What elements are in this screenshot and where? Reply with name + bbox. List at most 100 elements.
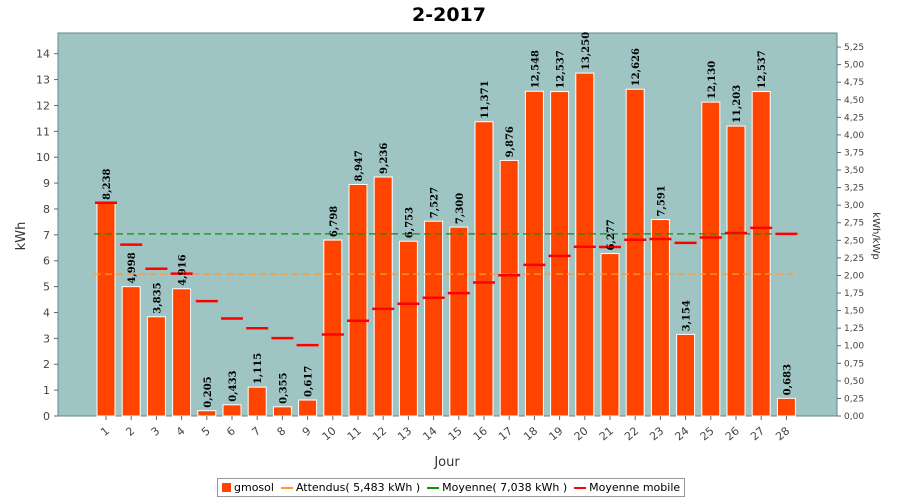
legend-label: gmosol <box>234 481 274 494</box>
bar-gmosol <box>751 91 771 417</box>
data-label: 7,591 <box>656 185 667 216</box>
data-label: 0,683 <box>782 364 793 395</box>
y2-tick-label: 4,00 <box>844 131 864 141</box>
bar-gmosol <box>398 240 418 417</box>
x-tick-label: 10 <box>320 424 339 443</box>
data-label: 3,835 <box>152 282 163 313</box>
legend-swatch-line <box>427 486 440 489</box>
legend-label: Moyenne mobile <box>589 481 681 494</box>
bar-gmosol <box>449 226 469 417</box>
y2-tick-label: 0,00 <box>844 412 864 422</box>
x-tick-label: 11 <box>345 424 364 443</box>
x-tick-label: 15 <box>446 424 465 443</box>
data-label: 12,130 <box>707 61 718 99</box>
y-tick-label: 10 <box>36 151 50 164</box>
y-tick-label: 7 <box>43 229 50 242</box>
y2-tick-label: 3,50 <box>844 166 864 176</box>
y2-tick-label: 4,50 <box>844 96 864 106</box>
y2-tick-label: 4,75 <box>844 78 864 88</box>
y2-tick-label: 0,25 <box>844 394 864 404</box>
x-tick-label: 4 <box>174 424 188 438</box>
legend-item-moyenne-mobile: Moyenne mobile <box>574 481 680 494</box>
bar-gmosol <box>650 219 670 417</box>
y-tick-label: 5 <box>43 281 50 294</box>
y-tick-label: 9 <box>43 177 50 190</box>
y-tick-label: 11 <box>36 125 50 138</box>
y2-tick-label: 1,75 <box>844 289 864 299</box>
x-tick-label: 23 <box>647 424 666 443</box>
bar-gmosol <box>121 286 141 417</box>
bar-gmosol <box>600 253 620 417</box>
data-label: 12,626 <box>631 48 642 86</box>
data-label: 12,548 <box>530 50 541 88</box>
y-tick-label: 1 <box>43 384 50 397</box>
x-tick-label: 2 <box>123 424 137 438</box>
y2-tick-label: 5,25 <box>844 43 864 53</box>
bar-gmosol <box>726 125 746 417</box>
bar-gmosol <box>348 183 368 417</box>
data-label: 12,537 <box>556 50 567 88</box>
x-tick-label: 21 <box>597 424 616 443</box>
x-tick-label: 20 <box>572 424 591 443</box>
y2-tick-label: 2,00 <box>844 271 864 281</box>
data-label: 4,916 <box>178 254 189 285</box>
data-label: 9,876 <box>505 126 516 157</box>
x-axis-title: Jour <box>433 455 460 470</box>
legend-swatch-bar <box>222 483 231 492</box>
bar-gmosol <box>222 404 242 417</box>
x-tick-label: 19 <box>546 424 565 443</box>
data-label: 0,617 <box>304 366 315 397</box>
x-tick-label: 9 <box>300 424 314 438</box>
x-tick-label: 17 <box>496 424 515 443</box>
bar-gmosol <box>499 159 519 417</box>
x-tick-label: 13 <box>395 424 414 443</box>
data-label: 3,154 <box>682 300 693 331</box>
x-tick-label: 24 <box>672 424 691 443</box>
x-tick-label: 7 <box>249 424 263 438</box>
bar-gmosol <box>272 406 292 417</box>
plot-area: 012345678910111213140,000,250,500,751,00… <box>36 32 864 443</box>
legend-label: Moyenne( 7,038 kWh ) <box>442 481 568 494</box>
y-tick-label: 13 <box>36 74 50 87</box>
y2-tick-label: 5,00 <box>844 61 864 71</box>
y2-tick-label: 1,00 <box>844 342 864 352</box>
y-axis-title: kWh <box>14 222 29 251</box>
x-tick-label: 22 <box>622 424 641 443</box>
bar-gmosol <box>550 91 570 417</box>
data-label: 9,236 <box>379 143 390 174</box>
y2-axis-title: kWh/kWp <box>870 212 881 259</box>
legend-item-moyenne: Moyenne( 7,038 kWh ) <box>427 481 567 494</box>
y-tick-label: 0 <box>43 410 50 423</box>
y2-tick-label: 0,50 <box>844 377 864 387</box>
y2-tick-label: 2,75 <box>844 219 864 229</box>
x-tick-label: 28 <box>773 424 792 443</box>
bar-gmosol <box>776 397 796 417</box>
data-label: 7,300 <box>455 193 466 224</box>
data-label: 6,798 <box>329 206 340 237</box>
data-label: 13,250 <box>581 32 592 70</box>
y2-tick-label: 3,75 <box>844 148 864 158</box>
bar-gmosol <box>96 202 116 417</box>
bar-gmosol <box>373 176 393 417</box>
bar-gmosol <box>474 121 494 417</box>
bar-gmosol <box>701 101 721 417</box>
x-tick-label: 25 <box>698 424 717 443</box>
x-tick-label: 6 <box>224 424 238 438</box>
y-tick-label: 4 <box>43 306 50 319</box>
y-tick-label: 12 <box>36 99 50 112</box>
y2-tick-label: 0,75 <box>844 359 864 369</box>
x-tick-label: 26 <box>723 424 742 443</box>
bar-gmosol <box>625 88 645 417</box>
x-tick-label: 14 <box>420 424 439 443</box>
legend-swatch-line <box>574 486 587 489</box>
chart-title: 2-2017 <box>412 4 486 26</box>
data-label: 0,355 <box>278 372 289 403</box>
x-tick-label: 3 <box>149 424 163 438</box>
y-tick-label: 2 <box>43 358 50 371</box>
data-label: 8,947 <box>354 150 365 181</box>
data-label: 11,371 <box>480 80 491 118</box>
data-label: 4,998 <box>127 252 138 283</box>
x-tick-label: 18 <box>521 424 540 443</box>
y2-tick-label: 3,25 <box>844 184 864 194</box>
